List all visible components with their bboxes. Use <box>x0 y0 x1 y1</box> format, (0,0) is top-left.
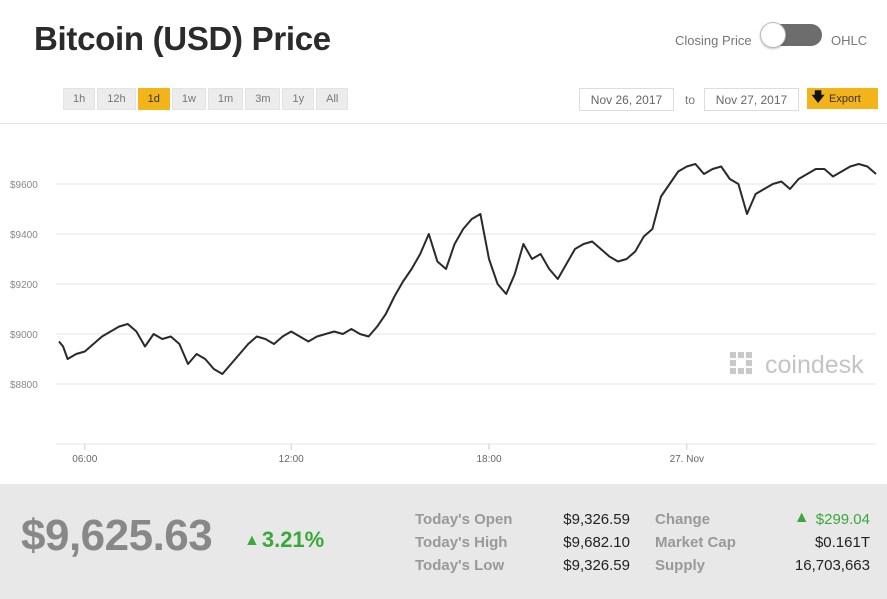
todays-low-value: $9,326.59 <box>563 557 630 574</box>
date-separator: to <box>685 93 696 107</box>
x-tick-label: 27. Nov <box>670 454 704 465</box>
x-tick-label: 12:00 <box>279 454 304 465</box>
closing-price-label: Closing Price <box>675 33 752 48</box>
y-tick-label: $8800 <box>10 380 38 391</box>
download-arrow-icon: 🡇 <box>811 88 825 104</box>
change-percent-value: 3.21% <box>261 527 325 552</box>
coindesk-wordmark: coindesk <box>765 351 864 379</box>
y-tick-label: $9600 <box>10 180 38 191</box>
todays-high-label: Today's High <box>415 534 508 551</box>
date-to-input[interactable] <box>704 88 799 111</box>
x-axis-labels: 06:00 12:00 18:00 27. Nov <box>72 444 704 465</box>
up-triangle-icon: ▲ <box>244 532 260 549</box>
x-tick-label: 18:00 <box>476 454 501 465</box>
y-axis-labels: $8800 $9000 $9200 $9400 $9600 <box>10 180 38 391</box>
x-tick-label: 06:00 <box>72 454 97 465</box>
page-title: Bitcoin (USD) Price <box>34 20 331 57</box>
todays-open-label: Today's Open <box>415 511 513 528</box>
todays-high-value: $9,682.10 <box>563 534 630 551</box>
y-tick-label: $9000 <box>10 330 38 341</box>
range-selector: 1h 12h 1d 1w 1m 3m 1y All <box>63 88 349 110</box>
price-chart: $8800 $9000 $9200 $9400 $9600 06:00 12:00 18:0… <box>10 163 877 465</box>
price-series-line <box>58 163 877 375</box>
range-button-1m[interactable]: 1m <box>207 88 244 110</box>
ohlc-label: OHLC <box>831 33 868 48</box>
range-button-1w[interactable]: 1w <box>171 88 206 110</box>
todays-low-label: Today's Low <box>415 557 505 574</box>
supply-label: Supply <box>655 557 706 574</box>
coindesk-logo-icon <box>730 352 752 374</box>
market-cap-value: $0.161T <box>814 534 870 551</box>
export-button[interactable]: 🡇 Export <box>807 88 878 109</box>
change-up-icon: ▲ <box>793 509 810 526</box>
y-tick-label: $9400 <box>10 230 38 241</box>
price-summary: $9,625.63 ▲3.21% Today's Open $9,326.59 … <box>0 484 887 599</box>
change-amount: $299.04 <box>815 511 870 528</box>
chart-grid <box>56 183 876 445</box>
range-button-1h[interactable]: 1h <box>63 88 96 110</box>
todays-open-value: $9,326.59 <box>563 511 630 528</box>
range-button-1d[interactable]: 1d <box>137 88 170 110</box>
price-change-percent: ▲3.21% <box>244 527 324 553</box>
chart-mode-toggle[interactable] <box>760 22 822 48</box>
chart-top-border <box>0 123 887 124</box>
supply-value: 16,703,663 <box>794 557 870 574</box>
range-button-all[interactable]: All <box>316 88 349 110</box>
range-button-3m[interactable]: 3m <box>245 88 281 110</box>
range-button-12h[interactable]: 12h <box>97 88 136 110</box>
y-tick-label: $9200 <box>10 280 38 291</box>
market-cap-label: Market Cap <box>655 534 736 551</box>
coindesk-watermark: coindesk <box>730 351 864 379</box>
toggle-knob[interactable] <box>760 22 786 48</box>
change-value: ▲ $299.04 <box>750 509 870 529</box>
date-from-input[interactable] <box>579 88 674 111</box>
current-price: $9,625.63 <box>21 511 213 560</box>
change-label: Change <box>655 511 711 528</box>
export-label: Export <box>829 92 861 105</box>
range-button-1y[interactable]: 1y <box>282 88 315 110</box>
